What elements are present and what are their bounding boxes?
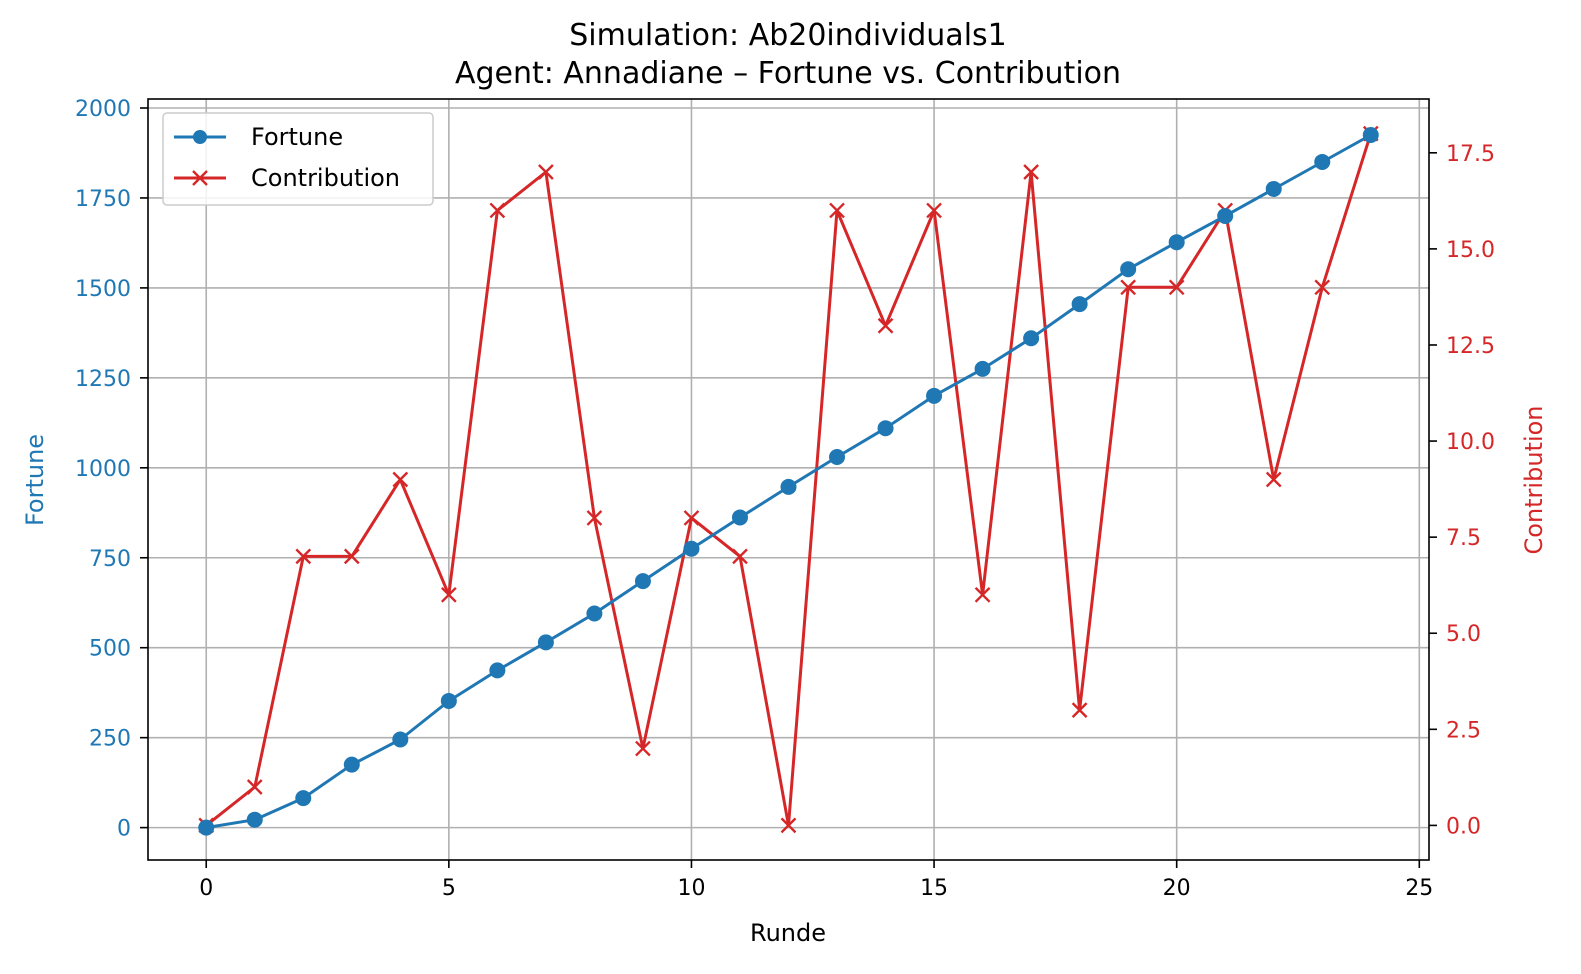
x-tick-label: 0 <box>199 876 213 901</box>
x-tick-label: 15 <box>920 876 948 901</box>
contribution-point <box>1023 164 1039 180</box>
right-axis-ticks: 0.0 2.5 5.0 7.5 10.0 12.5 15.0 17.5 <box>1429 142 1495 839</box>
contribution-point <box>295 548 312 565</box>
left-tick-label: 500 <box>89 637 131 662</box>
chart-title: Simulation: Ab20individuals1 <box>569 18 1007 53</box>
fortune-point <box>1314 153 1331 170</box>
fortune-point <box>392 731 409 748</box>
fortune-point <box>1120 261 1137 278</box>
fortune-point <box>926 387 943 404</box>
plot-frame <box>147 98 1430 861</box>
contribution-point <box>440 586 457 603</box>
left-tick-label: 0 <box>117 817 131 842</box>
contribution-point <box>974 586 991 603</box>
right-axis-label: Contribution <box>1520 405 1548 554</box>
fortune-point <box>780 478 797 495</box>
right-tick-label: 15.0 <box>1446 238 1495 263</box>
fortune-point <box>974 360 991 377</box>
fortune-point <box>1265 180 1282 197</box>
contribution-point <box>1265 471 1282 488</box>
right-tick-label: 5.0 <box>1446 622 1481 647</box>
right-tick-label: 17.5 <box>1446 142 1495 167</box>
left-tick-label: 250 <box>89 727 131 752</box>
fortune-point <box>1168 234 1185 251</box>
contribution-point <box>635 740 651 757</box>
legend-contribution-label: Contribution <box>251 164 400 192</box>
legend-fortune-label: Fortune <box>251 123 343 151</box>
right-tick-label: 10.0 <box>1446 430 1495 455</box>
left-axis-ticks: 0 250 500 750 1000 1250 1500 1750 2000 <box>75 97 148 842</box>
legend-box <box>162 112 434 206</box>
chart-subtitle: Agent: Annadiane – Fortune vs. Contribut… <box>455 56 1121 91</box>
fortune-point <box>246 811 263 828</box>
fortune-series <box>198 126 1379 836</box>
fortune-point <box>198 819 215 836</box>
fortune-point <box>829 449 846 466</box>
contribution-point <box>683 510 700 526</box>
left-tick-label: 1250 <box>75 367 131 392</box>
contribution-point <box>829 202 845 219</box>
left-axis-label: Fortune <box>21 434 49 526</box>
legend-fortune-marker <box>193 130 207 144</box>
fortune-point <box>1071 296 1088 313</box>
legend: Fortune Contribution <box>162 112 434 206</box>
contribution-series <box>198 125 1379 834</box>
right-tick-label: 7.5 <box>1446 526 1481 551</box>
right-tick-label: 0.0 <box>1446 814 1481 839</box>
contribution-point <box>1168 279 1185 296</box>
contribution-point <box>538 164 554 180</box>
fortune-point <box>1362 126 1379 143</box>
fortune-point <box>634 573 651 590</box>
x-axis-ticks: 0 5 10 15 20 25 <box>199 860 1433 901</box>
left-tick-label: 1750 <box>75 187 131 212</box>
x-tick-label: 25 <box>1405 876 1433 901</box>
contribution-point <box>392 471 409 488</box>
x-tick-label: 10 <box>677 876 705 901</box>
contribution-point <box>586 510 603 526</box>
fortune-point <box>295 790 312 807</box>
contribution-point <box>1120 279 1137 296</box>
x-tick-label: 5 <box>442 876 456 901</box>
left-tick-label: 750 <box>89 547 131 572</box>
contribution-point <box>1314 279 1331 296</box>
fortune-point <box>1023 330 1040 347</box>
fortune-point <box>489 662 506 679</box>
fortune-point <box>343 756 360 773</box>
contribution-point <box>732 548 748 565</box>
fortune-point <box>731 509 748 526</box>
contribution-point <box>1071 702 1088 718</box>
legend-contribution-marker <box>192 170 208 186</box>
fortune-point <box>537 634 554 651</box>
contribution-point <box>343 548 360 565</box>
contribution-point <box>780 817 797 834</box>
fortune-point <box>877 420 894 437</box>
contribution-point <box>246 779 263 795</box>
right-tick-label: 2.5 <box>1446 718 1481 743</box>
fortune-point <box>683 540 700 557</box>
x-axis-label: Runde <box>750 919 826 947</box>
fortune-point <box>1217 207 1234 224</box>
x-tick-label: 20 <box>1163 876 1191 901</box>
left-tick-label: 1000 <box>75 457 131 482</box>
fortune-point <box>440 692 457 709</box>
left-tick-label: 1500 <box>75 277 131 302</box>
contribution-point <box>877 317 894 334</box>
grid-lines <box>148 99 1429 860</box>
fortune-point <box>586 605 603 622</box>
right-tick-label: 12.5 <box>1446 334 1495 359</box>
contribution-point <box>489 202 506 219</box>
left-tick-label: 2000 <box>75 97 131 122</box>
contribution-point <box>926 202 942 219</box>
